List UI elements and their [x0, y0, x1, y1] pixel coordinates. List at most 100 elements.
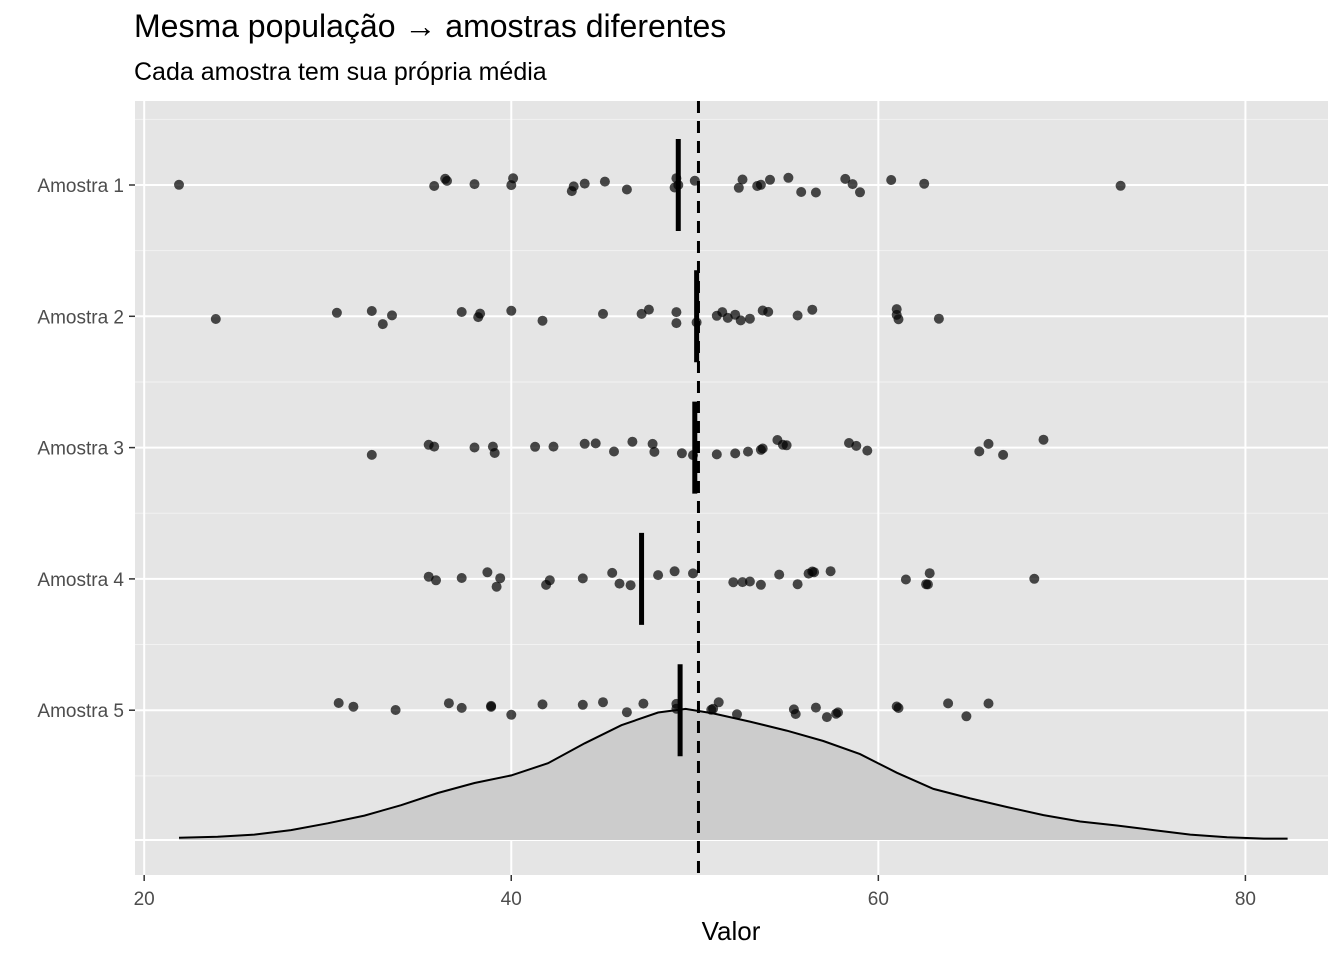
data-point — [855, 187, 865, 198]
data-point — [653, 570, 664, 581]
data-point — [774, 569, 785, 580]
sample-points — [174, 172, 1126, 723]
chart-title: Mesma população → amostras diferentes — [134, 8, 727, 44]
data-point — [671, 318, 682, 329]
data-point — [491, 581, 502, 592]
data-point — [922, 579, 933, 590]
data-point — [366, 449, 377, 460]
data-point — [974, 446, 985, 457]
y-tick-label: Amostra 2 — [37, 307, 124, 328]
data-point — [733, 182, 744, 193]
data-point — [431, 575, 441, 586]
data-point — [387, 310, 397, 321]
data-point — [443, 698, 454, 709]
data-point — [568, 181, 579, 192]
data-point — [737, 174, 748, 185]
density-line — [178, 707, 1288, 840]
data-point — [210, 314, 221, 324]
data-point — [919, 178, 930, 189]
data-point — [621, 184, 632, 195]
data-point — [851, 440, 862, 451]
data-point — [735, 315, 746, 326]
data-point — [621, 707, 632, 718]
data-point — [643, 304, 654, 315]
data-point — [614, 578, 625, 589]
chart-subtitle: Cada amostra tem sua própria média — [134, 58, 547, 86]
data-point — [900, 574, 911, 585]
data-point — [1038, 434, 1049, 445]
data-point — [489, 448, 500, 458]
data-point — [743, 446, 753, 457]
data-point — [1029, 573, 1040, 584]
data-point — [755, 179, 766, 190]
data-point — [796, 187, 807, 197]
x-tick-label: 20 — [134, 889, 155, 910]
data-point — [508, 173, 519, 184]
density-layer — [178, 707, 1288, 840]
data-point — [790, 709, 801, 719]
data-point — [482, 567, 493, 578]
data-point — [429, 441, 440, 452]
data-point — [579, 178, 590, 189]
data-point — [456, 307, 467, 317]
data-point — [933, 313, 944, 324]
data-point — [598, 697, 608, 708]
data-point — [893, 314, 904, 325]
data-point — [506, 709, 517, 720]
data-point — [783, 172, 794, 183]
data-point — [737, 577, 748, 588]
data-point — [548, 441, 559, 452]
data-point — [537, 699, 548, 710]
data-point — [609, 446, 619, 457]
data-point — [676, 448, 687, 459]
data-point — [961, 711, 972, 722]
data-point — [429, 181, 440, 191]
data-point — [792, 579, 803, 590]
data-point — [744, 313, 755, 324]
x-tick-label: 40 — [501, 889, 522, 910]
data-point — [627, 436, 638, 447]
data-point — [638, 698, 649, 709]
x-tick-label: 80 — [1235, 889, 1256, 910]
data-point — [983, 438, 994, 449]
data-point — [495, 573, 506, 584]
data-point — [377, 319, 388, 330]
data-point — [943, 698, 954, 709]
data-point — [821, 712, 832, 723]
data-point — [755, 579, 766, 590]
data-point — [765, 174, 775, 185]
x-tick-label: 60 — [868, 889, 889, 910]
y-tick-label: Amostra 5 — [37, 701, 124, 722]
data-point — [713, 697, 724, 708]
x-axis-title: Valor — [702, 916, 761, 946]
data-point — [809, 567, 820, 578]
data-point — [530, 441, 541, 452]
data-point — [847, 179, 858, 190]
data-point — [1115, 180, 1126, 191]
data-point — [711, 449, 722, 460]
data-point — [689, 175, 700, 186]
data-point — [607, 567, 618, 578]
data-point — [348, 701, 359, 712]
data-point — [486, 701, 497, 712]
data-point — [469, 179, 480, 190]
sample-means — [639, 139, 700, 757]
data-point — [744, 576, 755, 587]
data-point — [671, 307, 682, 318]
data-point — [456, 573, 467, 583]
data-point — [577, 573, 588, 584]
data-point — [506, 305, 517, 316]
data-point — [442, 175, 452, 186]
data-point — [862, 445, 873, 456]
data-point — [781, 440, 792, 451]
axes: 20 40 60 80 Amostra 1 Amostra 2 Amostra 3 Amost… — [37, 176, 1256, 910]
data-point — [649, 446, 660, 457]
density-area — [179, 708, 1288, 840]
data-point — [810, 187, 821, 198]
data-point — [840, 173, 851, 184]
data-point — [174, 179, 184, 190]
data-point — [625, 580, 636, 591]
y-tick-label: Amostra 1 — [37, 176, 124, 197]
data-point — [366, 306, 377, 316]
